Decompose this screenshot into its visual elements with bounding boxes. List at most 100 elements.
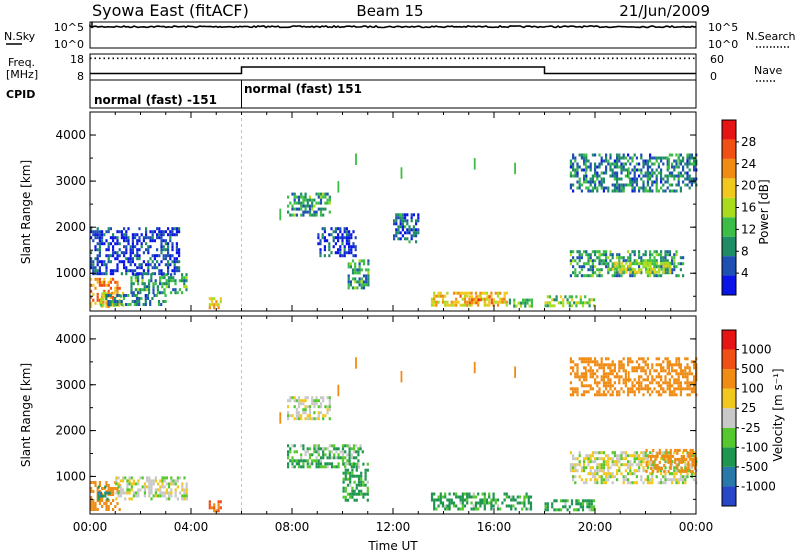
data-cell: [302, 195, 305, 199]
data-cell: [629, 481, 632, 485]
data-cell: [623, 267, 626, 271]
data-cell: [620, 156, 623, 160]
data-cell: [568, 304, 571, 308]
data-cell: [583, 174, 586, 178]
data-cell: [94, 230, 97, 234]
data-cell: [346, 444, 349, 448]
data-cell: [605, 384, 608, 388]
data-cell: [412, 213, 415, 217]
data-cell: [596, 171, 599, 175]
data-cell: [572, 174, 575, 178]
data-cell: [583, 159, 586, 163]
data-cell: [585, 153, 588, 157]
data-cell: [658, 466, 661, 470]
data-cell: [152, 291, 155, 295]
data-cell: [651, 466, 654, 470]
data-cell: [664, 256, 667, 260]
data-cell: [642, 366, 645, 370]
data-cell: [344, 465, 347, 469]
data-cell: [105, 266, 108, 270]
data-cell: [627, 268, 630, 272]
data-cell: [653, 250, 656, 254]
data-cell: [348, 459, 351, 463]
data-cell: [642, 259, 645, 263]
data-cell: [660, 378, 663, 382]
data-cell: [352, 242, 355, 246]
data-cell: [302, 204, 305, 208]
data-cell: [125, 245, 128, 249]
data-cell: [647, 454, 650, 458]
data-cell: [162, 300, 165, 303]
data-cell: [602, 384, 605, 388]
data-cell: [583, 384, 586, 388]
data-cell: [684, 183, 687, 187]
data-cell: [152, 285, 155, 289]
data-cell: [151, 230, 154, 234]
data-cell: [109, 294, 112, 297]
data-cell: [583, 162, 586, 166]
data-cell: [660, 156, 663, 160]
data-cell: [151, 266, 154, 270]
data-cell: [640, 457, 643, 461]
data-cell: [642, 360, 645, 364]
data-cell: [165, 491, 168, 495]
data-cell: [613, 381, 616, 385]
data-cell: [598, 387, 601, 391]
data-cell: [629, 268, 632, 272]
data-cell: [116, 294, 119, 297]
data-cell: [117, 491, 120, 495]
data-cell: [367, 277, 370, 281]
data-cell: [613, 186, 616, 190]
data-cell: [686, 387, 689, 391]
data-cell: [594, 186, 597, 190]
data-cell: [690, 466, 693, 470]
data-cell: [627, 466, 630, 470]
data-cell: [633, 472, 636, 476]
colorbar-tick-label: -100: [741, 440, 768, 454]
data-cell: [644, 478, 647, 482]
data-cell: [668, 253, 671, 257]
data-cell: [600, 363, 603, 367]
x-tick-label: 04:00: [174, 520, 209, 534]
data-cell: [107, 227, 110, 231]
data-cell: [317, 399, 320, 403]
data-cell: [655, 159, 658, 163]
data-cell: [433, 498, 436, 502]
data-cell: [365, 274, 368, 278]
data-cell: [430, 297, 434, 301]
data-cell: [362, 480, 365, 484]
data-cell: [633, 454, 636, 458]
data-cell: [210, 506, 214, 510]
data-cell: [693, 165, 696, 169]
data-cell: [470, 295, 474, 299]
data-streak: [355, 153, 357, 165]
data-cell: [485, 498, 489, 502]
data-cell: [297, 462, 301, 466]
data-cell: [609, 475, 612, 479]
data-cell: [328, 233, 331, 237]
data-cell: [343, 248, 346, 252]
data-cell: [323, 230, 326, 234]
data-cell: [618, 159, 621, 163]
data-cell: [638, 375, 641, 379]
data-cell: [633, 168, 636, 172]
data-cell: [592, 298, 596, 302]
data-cell: [417, 228, 420, 232]
data-cell: [548, 304, 552, 308]
data-cell: [170, 491, 173, 495]
data-cell: [116, 254, 119, 258]
data-cell: [185, 494, 188, 498]
data-cell: [587, 369, 590, 373]
data-cell: [311, 396, 314, 400]
data-cell: [150, 488, 153, 492]
data-cell: [613, 387, 616, 391]
data-cell: [127, 303, 130, 306]
data-cell: [360, 268, 363, 272]
data-cell: [611, 171, 614, 175]
data-cell: [585, 478, 588, 482]
data-cell: [304, 417, 307, 421]
data-cell: [94, 505, 97, 508]
data-cell: [357, 453, 360, 457]
data-cell: [217, 306, 220, 310]
data-cell: [596, 457, 599, 461]
